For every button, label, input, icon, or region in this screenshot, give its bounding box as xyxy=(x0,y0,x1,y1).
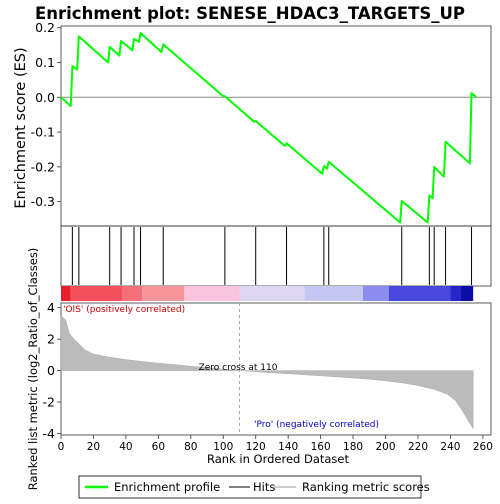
metric-y-tick-label: -4 xyxy=(43,426,56,441)
x-tick-label: 20 xyxy=(87,441,100,453)
colorbar-segment xyxy=(362,286,389,301)
legend-metric-label: Ranking metric scores xyxy=(302,480,430,494)
legend-profile-label: Enrichment profile xyxy=(114,480,220,494)
legend-hits-label: Hits xyxy=(253,480,275,494)
colorbar-segment xyxy=(122,286,143,301)
enrichment-profile xyxy=(60,32,478,224)
hits-panel xyxy=(60,225,492,287)
es-y-tick-label: 0.0 xyxy=(35,90,55,105)
x-tick-label: 0 xyxy=(58,441,65,453)
metric-y-label: Ranked list metric (log2_Ratio_of_Classe… xyxy=(26,248,40,491)
legend: Enrichment profile Hits Ranking metric s… xyxy=(78,475,430,499)
x-tick-label: 200 xyxy=(376,441,396,453)
colorbar-segment xyxy=(70,286,123,301)
colorbar-segment xyxy=(450,286,461,301)
x-tick-label: 80 xyxy=(184,441,197,453)
chart-title: Enrichment plot: SENESE_HDAC3_TARGETS_UP xyxy=(35,4,465,23)
x-tick-label: 260 xyxy=(473,441,493,453)
es-y-tick-label: -0.2 xyxy=(31,159,55,174)
es-y-label: Enrichment score (ES) xyxy=(13,47,29,208)
metric-y-tick-label: 2 xyxy=(47,332,55,347)
positive-class-label: 'OIS' (positively correlated) xyxy=(63,305,185,315)
colorbar-segment xyxy=(184,286,240,301)
x-tick-label: 40 xyxy=(119,441,132,453)
negative-class-label: 'Pro' (negatively correlated) xyxy=(254,420,379,430)
colorbar-segment xyxy=(388,286,451,301)
es-y-tick-label: -0.3 xyxy=(31,194,55,209)
metric-area xyxy=(60,315,474,430)
colorbar-segment xyxy=(460,286,474,301)
x-tick-label: 160 xyxy=(311,441,331,453)
zero-cross-label: Zero cross at 110 xyxy=(199,363,278,373)
x-tick-label: 220 xyxy=(408,441,428,453)
colorbar-segment xyxy=(304,286,363,301)
x-axis: 0 20 40 60 80 100 120 140 160 180 200 220 240 260 xyxy=(58,435,493,453)
hit-lines xyxy=(71,227,473,285)
es-y-tick-label: 0.1 xyxy=(35,55,55,70)
colorbar-segment xyxy=(142,286,185,301)
metric-panel: 420-2-4 Zero cross at 110 'OIS' (positiv… xyxy=(26,248,492,491)
rank-colorbar xyxy=(61,286,474,301)
x-tick-label: 60 xyxy=(152,441,165,453)
colorbar-segment xyxy=(239,286,305,301)
x-tick-label: 180 xyxy=(343,441,363,453)
x-tick-label: 120 xyxy=(246,441,266,453)
es-y-tick-label: 0.2 xyxy=(35,20,55,35)
es-y-tick-label: -0.1 xyxy=(31,125,55,140)
es-y-axis: 0.2 0.1 0.0 -0.1 -0.2 -0.3 xyxy=(31,20,61,209)
enrichment-profile-line xyxy=(60,32,478,224)
x-axis-label: Rank in Ordered Dataset xyxy=(207,452,350,466)
x-tick-label: 140 xyxy=(278,441,298,453)
x-tick-label: 100 xyxy=(213,441,233,453)
es-panel: 0.2 0.1 0.0 -0.1 -0.2 -0.3 Enrichment score (… xyxy=(13,20,492,227)
metric-scores xyxy=(60,315,474,430)
metric-y-tick-label: 0 xyxy=(47,363,55,378)
metric-y-tick-label: 4 xyxy=(47,300,55,315)
metric-y-axis: 4 2 0 -2 -4 xyxy=(43,300,61,441)
x-tick-label: 240 xyxy=(440,441,460,453)
metric-y-tick-label: -2 xyxy=(43,395,55,410)
colorbar-segment xyxy=(61,286,71,301)
